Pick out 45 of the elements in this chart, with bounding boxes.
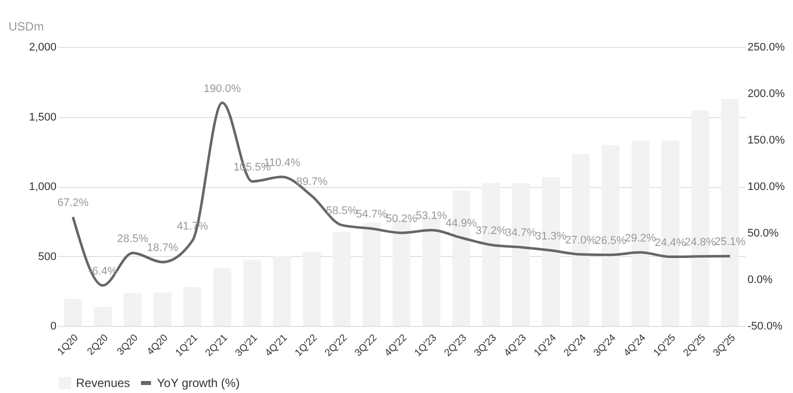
y-tick-label: 500 <box>38 250 56 263</box>
y2-tick-label: 0.0% <box>748 274 773 286</box>
data-label: 31.3% <box>535 230 567 242</box>
data-label: 58.5% <box>326 205 358 218</box>
data-label: 34.7% <box>505 227 537 240</box>
data-label: 50.2% <box>386 212 418 225</box>
data-label: 24.8% <box>684 236 716 248</box>
y-tick-label: 2,000 <box>28 42 56 54</box>
bar <box>273 256 291 326</box>
y2-tick-label: 50.0% <box>748 228 779 240</box>
data-label: 67.2% <box>57 197 89 210</box>
y2-tick-label: 200.0% <box>748 88 786 100</box>
y-axis-title: USDm <box>8 20 44 34</box>
data-label: 44.9% <box>446 218 478 230</box>
y-tick-label: 1,000 <box>28 181 56 193</box>
bar <box>183 286 202 326</box>
legend-label: YoY growth (%) <box>157 376 240 390</box>
bar <box>332 232 351 326</box>
y2-tick-label: 100.0% <box>748 181 786 193</box>
y-tick-label: 1,500 <box>28 111 56 124</box>
data-label: 37.2% <box>476 224 507 237</box>
data-label: 28.5% <box>117 232 148 245</box>
data-label: 25.1% <box>714 236 746 248</box>
data-label: 27.0% <box>565 234 597 246</box>
bar <box>64 298 82 326</box>
data-label: 24.4% <box>654 236 686 249</box>
data-label: 29.2% <box>624 232 656 244</box>
y2-tick-label: 250.0% <box>748 42 786 54</box>
bar <box>124 293 142 326</box>
data-label: 190.0% <box>204 82 242 95</box>
bar <box>213 268 232 326</box>
bar <box>154 292 172 326</box>
data-label: 89.7% <box>296 176 328 188</box>
bar <box>94 306 112 326</box>
y2-tick-label: -50.0% <box>748 320 783 332</box>
data-label: 26.5% <box>594 234 626 247</box>
bar <box>243 260 262 326</box>
legend-label: Revenues <box>76 376 130 390</box>
data-label: 54.7% <box>356 208 388 221</box>
bar <box>302 252 321 326</box>
y-tick-label: 0 <box>50 320 56 332</box>
y2-tick-label: 150.0% <box>748 134 786 146</box>
bar <box>362 222 381 326</box>
data-label: 53.1% <box>416 210 448 222</box>
data-label: 18.7% <box>146 242 178 254</box>
